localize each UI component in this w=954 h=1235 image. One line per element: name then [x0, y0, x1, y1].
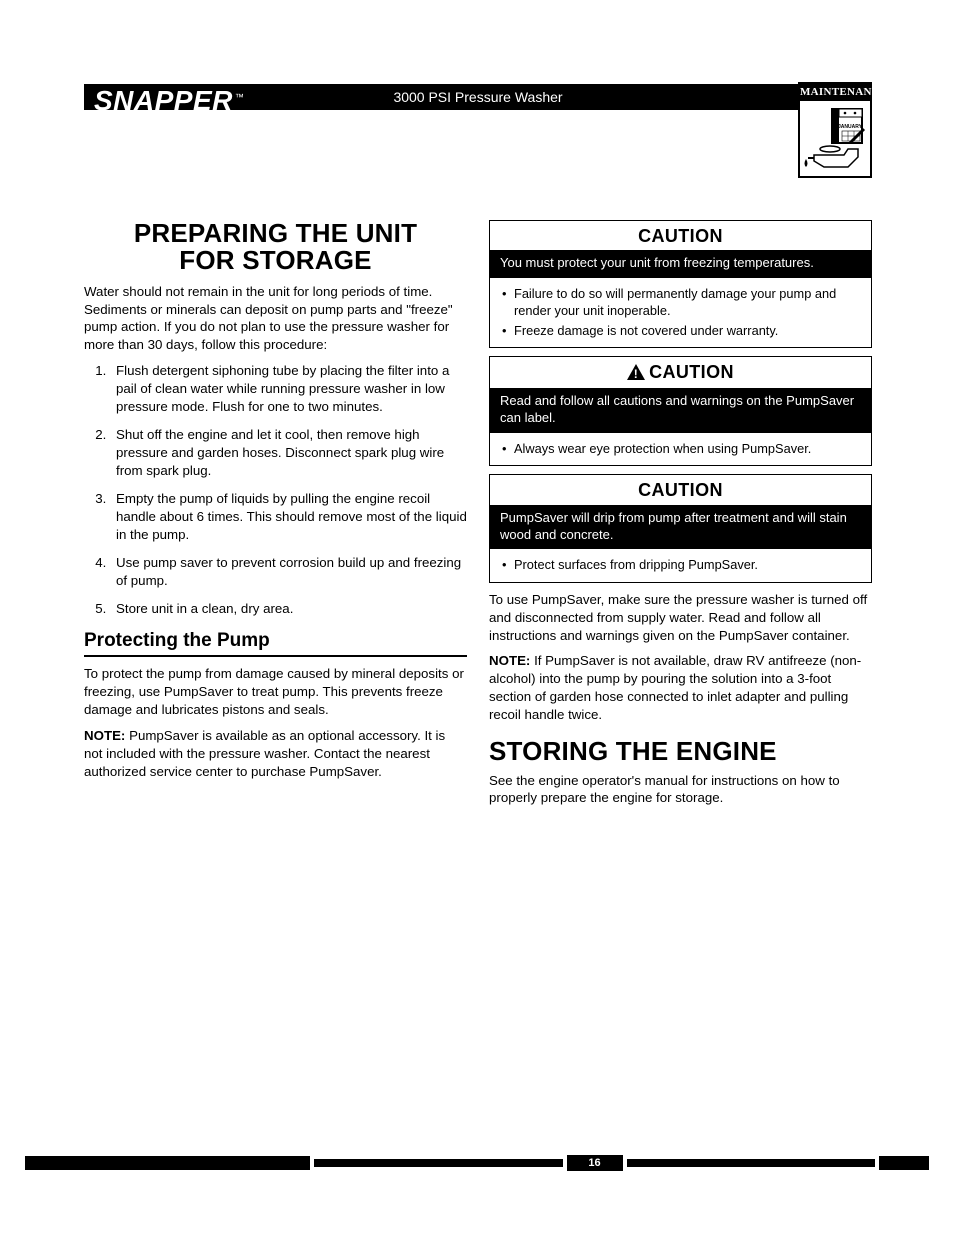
- step-item: Shut off the engine and let it cool, the…: [110, 426, 467, 480]
- note-label: NOTE:: [84, 728, 125, 743]
- header-bar: SNAPPER™ 3000 PSI Pressure Washer: [84, 84, 872, 110]
- step-item: Store unit in a clean, dry area.: [110, 600, 467, 618]
- engine-paragraph: See the engine operator's manual for ins…: [489, 772, 872, 808]
- svg-text:JANUARY: JANUARY: [838, 124, 863, 130]
- step-item: Flush detergent siphoning tube by placin…: [110, 362, 467, 416]
- content-area: PREPARING THE UNIT FOR STORAGE Water sho…: [84, 220, 872, 815]
- footer-bar-right: [879, 1156, 929, 1170]
- caution-heading: ! CAUTION: [490, 357, 871, 388]
- section-heading-storage: PREPARING THE UNIT FOR STORAGE: [84, 220, 467, 275]
- caution-list: Protect surfaces from dripping PumpSaver…: [490, 549, 871, 581]
- warning-icon: !: [627, 362, 645, 386]
- caution-item: Protect surfaces from dripping PumpSaver…: [500, 556, 863, 573]
- h1-line1: PREPARING THE UNIT: [134, 218, 417, 248]
- brand-logo: SNAPPER™: [94, 82, 244, 120]
- header-title: 3000 PSI Pressure Washer: [393, 88, 562, 107]
- caution-heading: CAUTION: [490, 221, 871, 250]
- caution-subtext: PumpSaver will drip from pump after trea…: [490, 505, 871, 550]
- procedure-steps: Flush detergent siphoning tube by placin…: [84, 362, 467, 617]
- pumpsaver-paragraph: To use PumpSaver, make sure the pressure…: [489, 591, 872, 645]
- antifreeze-note: NOTE: If PumpSaver is not available, dra…: [489, 652, 872, 724]
- caution-label-text: CAUTION: [649, 362, 734, 382]
- left-column: PREPARING THE UNIT FOR STORAGE Water sho…: [84, 220, 467, 815]
- footer-bar-mid: [314, 1159, 563, 1167]
- footer-bar-mid: [627, 1159, 876, 1167]
- svg-text:!: !: [634, 367, 638, 380]
- caution-box-freeze: CAUTION You must protect your unit from …: [489, 220, 872, 348]
- step-item: Empty the pump of liquids by pulling the…: [110, 490, 467, 544]
- page-number: 16: [567, 1155, 623, 1171]
- maintenance-label: MAINTENANCE: [800, 84, 870, 101]
- brand-text: SNAPPER: [94, 85, 233, 116]
- caution-box-drip: CAUTION PumpSaver will drip from pump af…: [489, 474, 872, 582]
- caution-subtext: Read and follow all cautions and warning…: [490, 388, 871, 433]
- note-text: PumpSaver is available as an optional ac…: [84, 728, 445, 779]
- caution-item: Freeze damage is not covered under warra…: [500, 322, 863, 339]
- subsection-heading-pump: Protecting the Pump: [84, 628, 467, 658]
- footer-bar-left: [25, 1156, 310, 1170]
- step-item: Use pump saver to prevent corrosion buil…: [110, 554, 467, 590]
- footer-bars: 16: [0, 1155, 954, 1171]
- intro-paragraph: Water should not remain in the unit for …: [84, 283, 467, 355]
- caution-heading: CAUTION: [490, 475, 871, 504]
- right-column: CAUTION You must protect your unit from …: [489, 220, 872, 815]
- caution-box-label: ! CAUTION Read and follow all cautions a…: [489, 356, 872, 466]
- maintenance-badge: MAINTENANCE JANUARY: [798, 82, 872, 178]
- caution-item: Failure to do so will permanently damage…: [500, 285, 863, 320]
- trademark: ™: [235, 92, 245, 102]
- footer: 16: [0, 1155, 954, 1171]
- caution-subtext: You must protect your unit from freezing…: [490, 250, 871, 278]
- calendar-oilcan-icon: JANUARY: [800, 101, 870, 177]
- caution-list: Failure to do so will permanently damage…: [490, 278, 871, 347]
- pump-paragraph: To protect the pump from damage caused b…: [84, 665, 467, 719]
- section-heading-engine: STORING THE ENGINE: [489, 738, 872, 765]
- note-label: NOTE:: [489, 653, 530, 668]
- pump-note: NOTE: PumpSaver is available as an optio…: [84, 727, 467, 781]
- note-text: If PumpSaver is not available, draw RV a…: [489, 653, 861, 722]
- h1-line2: FOR STORAGE: [179, 245, 371, 275]
- caution-list: Always wear eye protection when using Pu…: [490, 433, 871, 465]
- caution-item: Always wear eye protection when using Pu…: [500, 440, 863, 457]
